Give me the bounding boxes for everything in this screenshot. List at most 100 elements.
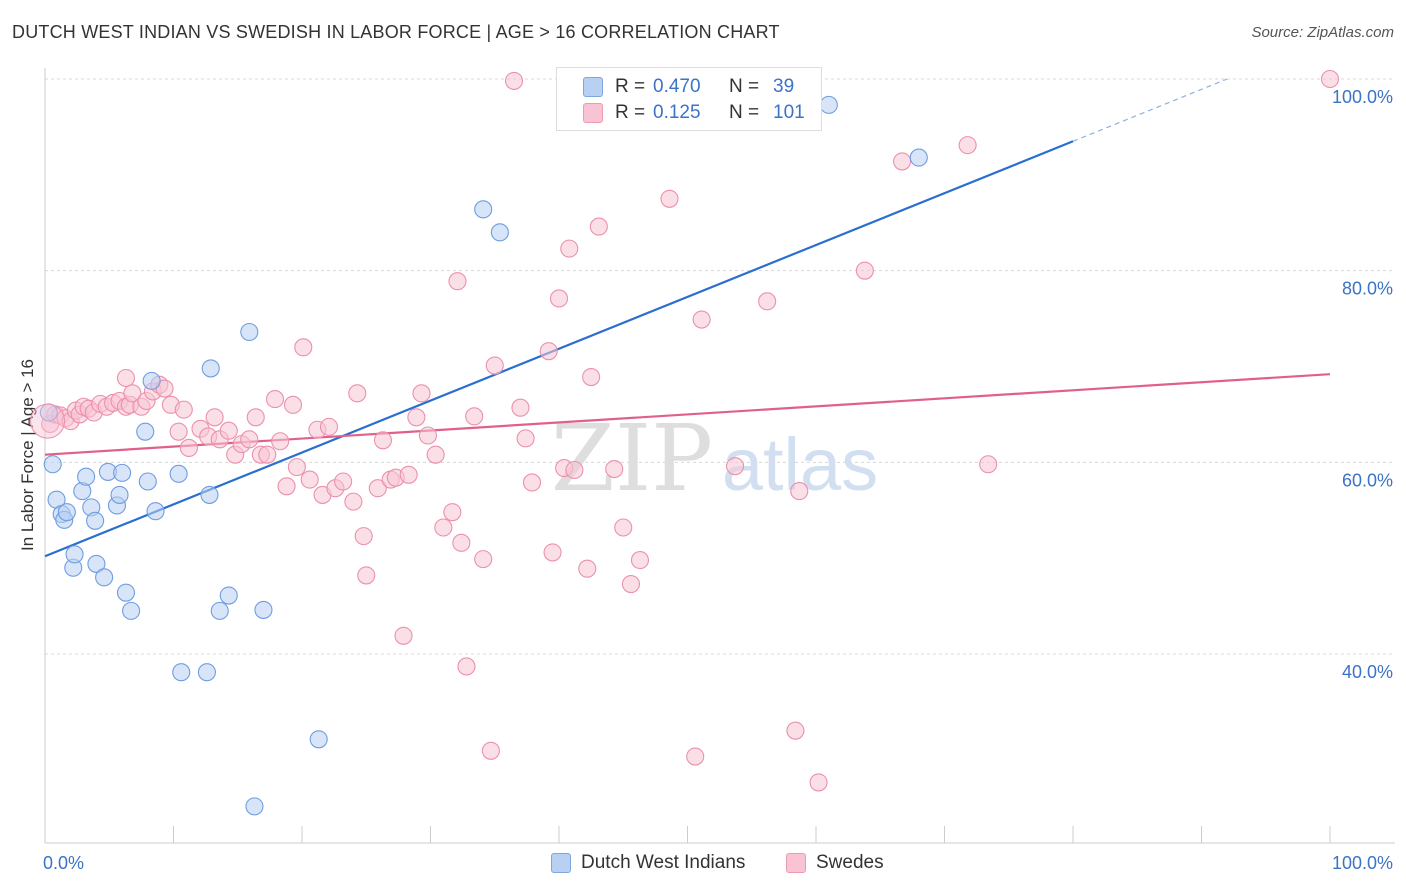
point-dutch-west-indians [146,502,165,521]
point-swedes [116,368,136,388]
point-dutch-west-indians [169,464,188,483]
point-dutch-west-indians [77,467,96,486]
point-swedes [219,421,238,440]
point-dutch-west-indians [909,148,928,167]
point-swedes [334,472,353,491]
y-tick-label: 60.0% [1342,470,1393,490]
point-dutch-west-indians [210,601,229,620]
point-swedes [582,367,601,387]
point-dutch-west-indians [819,95,838,114]
point-swedes [465,407,484,426]
point-dutch-west-indians [87,554,106,573]
point-dutch-west-indians [113,463,132,482]
point-swedes [855,261,874,280]
point-swedes [474,550,493,569]
x-tick-label-end: 100.0% [1332,853,1393,873]
r-value-dutch-west-indians: 0.470 [653,76,701,97]
chart-title: DUTCH WEST INDIAN VS SWEDISH IN LABOR FO… [12,22,780,42]
series-swatch-pink [786,853,806,873]
point-swedes [725,457,745,476]
tick-labels: 40.0% 60.0% 80.0% 100.0% 0.0% 100.0% [43,87,1393,873]
correlation-legend: R = 0.470 N = 39 R = 0.125 N = 101 [556,67,822,131]
point-swedes-cluster [30,403,66,439]
point-dutch-west-indians [57,503,76,522]
r-label: R = [615,76,646,97]
point-swedes [265,390,285,409]
trend-line-swedes [44,373,1331,456]
point-dutch-west-indians [219,586,238,605]
point-swedes [354,527,373,546]
point-swedes [504,71,524,90]
point-swedes [357,566,376,585]
point-swedes [560,239,579,258]
point-swedes [516,429,535,448]
legend-swatch-blue [583,77,603,97]
trend-line-dutch-west-indians [44,140,1074,558]
series-legend-dutch-west-indians[interactable]: Dutch West Indians [551,852,745,874]
axes [44,68,1395,844]
point-swedes [283,395,303,414]
n-label: N = [729,76,760,97]
point-dutch-west-indians [474,200,493,219]
point-swedes [452,533,471,552]
point-swedes [258,445,277,464]
y-tick-label: 80.0% [1342,279,1393,299]
point-swedes [434,518,453,537]
point-swedes [407,408,426,427]
point-dutch-west-indians [240,322,259,342]
point-dutch-west-indians [138,472,157,491]
point-swedes [368,479,387,498]
n-value-swedes: 101 [773,102,805,123]
point-swedes [426,445,445,464]
point-swedes [485,356,504,375]
point-swedes [589,217,608,236]
source-credit: Source: ZipAtlas.com [1251,24,1394,41]
point-dutch-west-indians [110,485,129,504]
point-swedes [605,459,624,479]
point-swedes [399,465,418,484]
point-swedes [448,272,467,291]
point-swedes [294,338,313,357]
point-swedes [300,470,319,489]
r-value-swedes: 0.125 [653,102,701,123]
point-swedes [481,741,500,760]
point-swedes [539,342,558,361]
point-dutch-west-indians [254,600,273,619]
point-dutch-west-indians [172,663,191,682]
point-swedes [394,626,413,645]
point-swedes [809,773,828,792]
point-swedes [511,398,530,417]
watermark-zip: ZIP [551,405,713,512]
point-swedes [692,310,711,329]
gridlines [45,78,1395,655]
point-dutch-west-indians [136,422,155,441]
r-label: R = [615,102,646,123]
n-label: N = [729,102,760,123]
point-swedes [373,431,393,450]
point-swedes [319,417,339,436]
point-swedes [893,152,912,171]
point-swedes [174,400,193,419]
point-swedes [686,747,705,766]
point-swedes [790,482,809,501]
point-swedes [543,543,562,562]
trend-lines [44,78,1331,558]
watermark: ZIP atlas [551,405,878,512]
x-tick-label-start: 0.0% [43,853,84,873]
y-tick-label: 40.0% [1342,662,1393,682]
point-swedes [758,292,777,311]
point-swedes [614,518,633,537]
point-dutch-west-indians [197,663,216,682]
point-dutch-west-indians [201,359,220,378]
point-swedes [1320,69,1340,89]
point-swedes [123,384,142,403]
point-swedes [578,559,597,578]
point-dutch-west-indians [122,601,141,620]
trend-line-dutch-west-indians-extension [1072,78,1228,142]
series-legend-swedes[interactable]: Swedes [786,852,884,874]
point-swedes [786,721,805,740]
point-swedes [412,384,431,403]
point-swedes [418,426,437,445]
point-swedes [958,136,977,155]
